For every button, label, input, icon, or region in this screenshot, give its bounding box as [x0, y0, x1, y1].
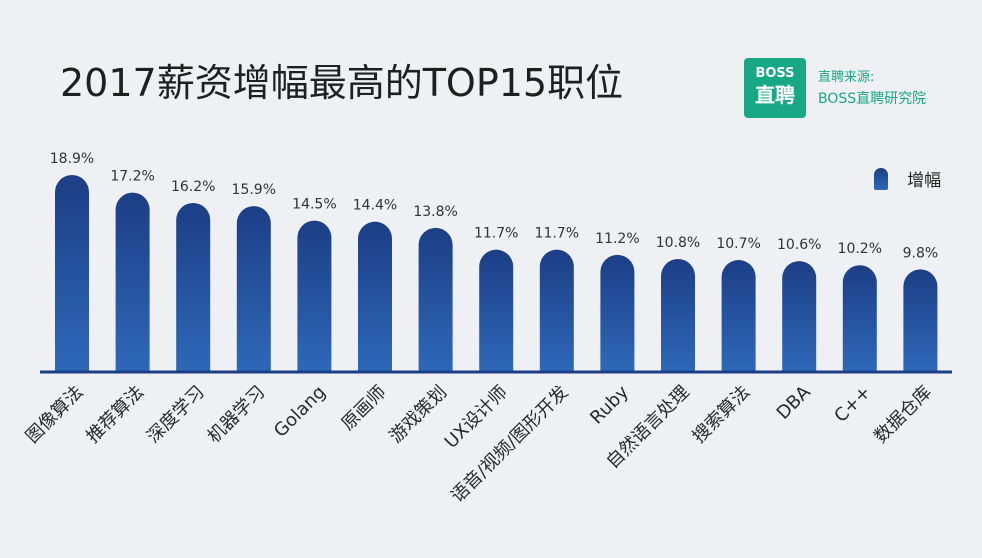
category-label-9: 语音/视频/图形开发 — [447, 382, 572, 507]
value-label-9: 11.7% — [535, 226, 579, 242]
legend-label: 增幅 — [907, 171, 942, 191]
category-label-2: 推荐算法 — [82, 382, 148, 448]
chart-title: 2017薪资增幅最高的TOP15职位 — [60, 61, 624, 105]
bar-9 — [539, 249, 574, 371]
value-label-2: 17.2% — [110, 169, 154, 185]
logo-line-1: BOSS — [755, 66, 795, 81]
category-label-4: 机器学习 — [204, 382, 270, 448]
category-label-15: 数据仓库 — [870, 382, 936, 448]
bar-1 — [55, 175, 89, 371]
value-label-10: 11.2% — [595, 231, 639, 247]
value-label-3: 16.2% — [171, 179, 215, 195]
bar-3 — [176, 203, 211, 371]
bar-5 — [297, 220, 332, 371]
value-label-6: 14.4% — [353, 198, 397, 214]
category-label-13: DBA — [773, 381, 816, 424]
value-label-13: 10.6% — [777, 237, 821, 253]
brand-line-2: BOSS直聘研究院 — [818, 91, 927, 107]
bar-8 — [479, 249, 514, 371]
chart-legend: 增幅 — [874, 166, 941, 191]
bar-6 — [358, 221, 392, 371]
legend-swatch — [874, 167, 888, 190]
bar-10 — [600, 254, 635, 371]
logo-line-2: 直聘 — [755, 83, 795, 107]
bar-13 — [782, 261, 817, 371]
value-label-5: 14.5% — [292, 197, 336, 213]
brand-line-1: 直聘来源: — [818, 70, 875, 85]
value-label-12: 10.7% — [716, 236, 760, 252]
bar-2 — [115, 192, 150, 371]
value-label-7: 13.8% — [413, 204, 457, 220]
bars-group — [55, 175, 938, 371]
boss-logo: BOSS 直聘 — [744, 58, 806, 118]
value-label-4: 15.9% — [232, 182, 276, 198]
category-label-3: 深度学习 — [143, 382, 209, 448]
bar-14 — [842, 265, 877, 371]
bar-15 — [903, 269, 938, 371]
value-labels-group: 18.9% 17.2% 16.2% 15.9% 14.5% 14.4% 13.8% 11.7%… — [50, 151, 938, 261]
category-label-5: Golang — [270, 382, 330, 442]
category-label-1: 图像算法 — [22, 382, 88, 448]
category-label-6: 原画师 — [338, 382, 391, 435]
value-label-8: 11.7% — [474, 226, 518, 242]
bar-12 — [721, 260, 756, 371]
bar-4 — [236, 206, 271, 371]
value-label-14: 10.2% — [838, 241, 882, 257]
bar-7 — [418, 227, 453, 371]
category-label-12: 搜索算法 — [688, 382, 754, 448]
brand-source: 直聘来源: BOSS直聘研究院 — [818, 68, 926, 110]
category-label-10: Ruby — [586, 381, 633, 428]
category-label-14: C++ — [830, 382, 875, 427]
value-label-15: 9.8% — [903, 245, 939, 261]
bar-11 — [661, 259, 695, 371]
value-label-1: 18.9% — [50, 151, 94, 167]
value-label-11: 10.8% — [656, 235, 700, 251]
